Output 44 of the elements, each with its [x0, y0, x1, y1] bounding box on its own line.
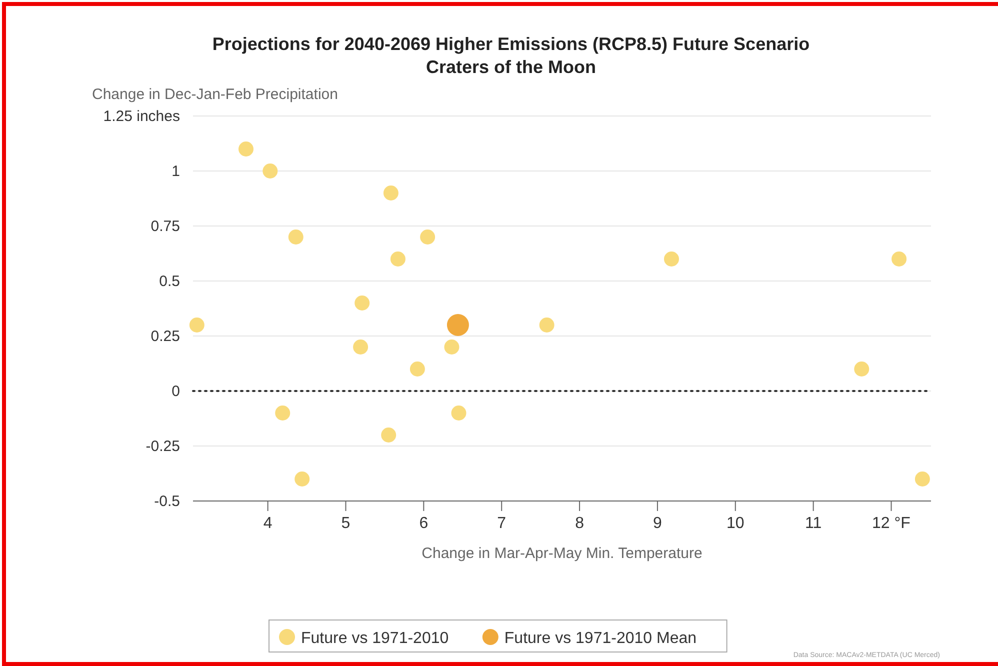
y-tick-label: -0.25: [146, 438, 180, 455]
chart-title: Projections for 2040-2069 Higher Emissions (RCP8.5) Future Scenario: [212, 34, 810, 54]
point: [420, 230, 436, 244]
point: [892, 252, 907, 266]
x-tick-label: 4: [263, 515, 272, 532]
point: [262, 164, 278, 178]
y-tick-label: 1: [172, 163, 180, 180]
x-tick-label: 10: [726, 515, 744, 532]
point: [854, 362, 870, 376]
legend-label: Future vs 1971-2010 Mean: [504, 630, 697, 647]
x-tick-label: 9: [653, 515, 662, 532]
legend-label: Future vs 1971-2010: [301, 630, 449, 647]
y-tick-label: 0: [172, 383, 180, 400]
y-tick-label: -0.5: [154, 493, 180, 510]
point: [288, 230, 304, 244]
x-tick-label: 6: [419, 515, 428, 532]
x-tick-label: 11: [805, 515, 822, 532]
x-tick-label: 7: [497, 515, 506, 532]
point: [390, 252, 406, 266]
point: [539, 318, 554, 332]
point: [238, 142, 254, 156]
y-axis-title: Change in Dec-Jan-Feb Precipitation: [92, 86, 338, 103]
y-tick-label: 0.75: [150, 218, 180, 235]
point: [664, 252, 679, 266]
y-tick-label: 1.25 inches: [103, 108, 180, 125]
x-tick-label: 12 °F: [872, 515, 911, 532]
point: [410, 362, 425, 376]
x-tick-label: 8: [575, 515, 584, 532]
point: [446, 314, 469, 336]
point: [353, 340, 368, 354]
point: [381, 428, 396, 442]
point: [294, 472, 310, 486]
point: [383, 186, 398, 200]
point: [354, 296, 370, 310]
y-tick-label: 0.5: [159, 273, 180, 290]
point: [444, 340, 460, 354]
x-tick-label: 5: [341, 515, 350, 532]
chart-subtitle: Craters of the Moon: [426, 57, 596, 77]
point: [914, 472, 930, 486]
point: [451, 406, 466, 420]
point: [189, 318, 204, 332]
y-tick-label: 0.25: [150, 328, 180, 345]
x-axis-title: Change in Mar-Apr-May Min. Temperature: [422, 545, 702, 562]
point: [275, 406, 290, 420]
